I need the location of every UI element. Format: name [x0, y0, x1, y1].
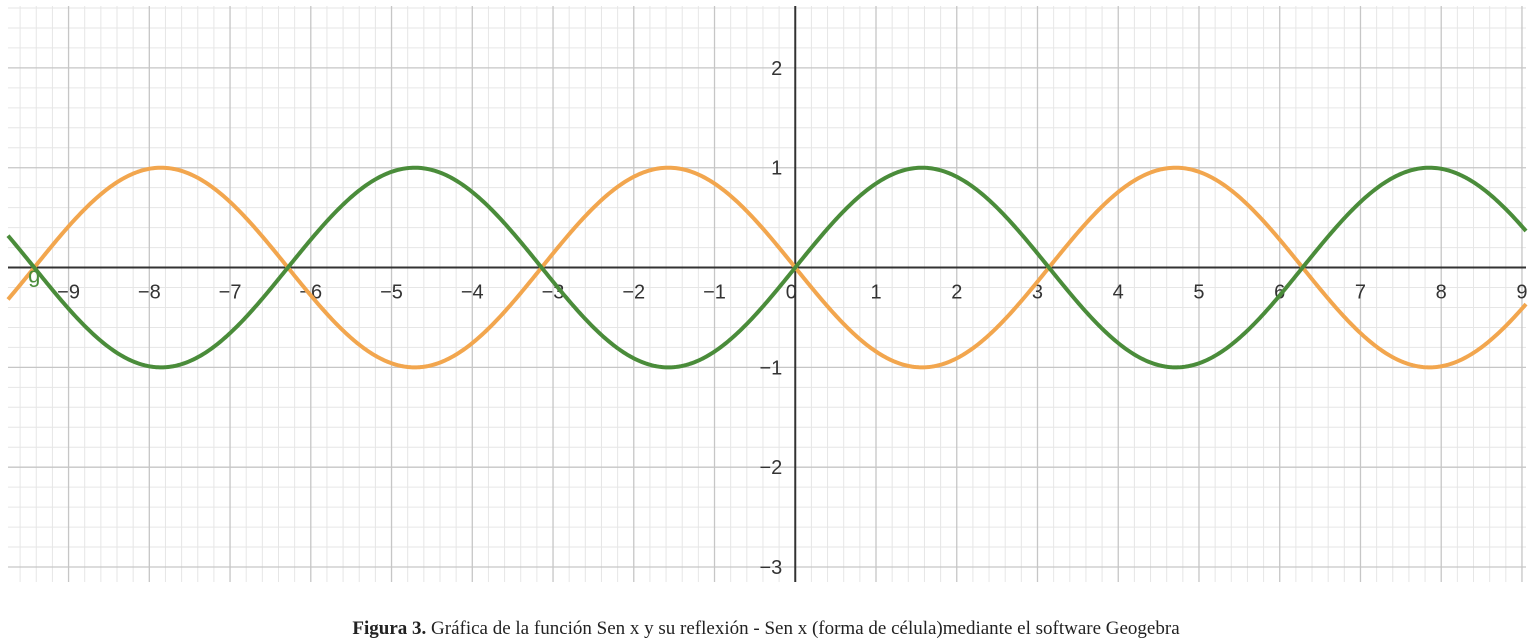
x-tick-labels: −9 −8 −7 −6 −5 −4 −3 −2 −1 0 1 2 3 4 5 6 7 8 9: [57, 282, 1527, 304]
x-tick-label: 3: [1032, 282, 1043, 304]
function-label-g: g: [28, 263, 40, 288]
y-tick-label: −1: [759, 357, 782, 379]
minor-grid: [8, 6, 1526, 582]
x-tick-label: 5: [1193, 282, 1204, 304]
x-tick-label: −4: [461, 282, 484, 304]
x-tick-label: 4: [1113, 282, 1124, 304]
x-tick-label: 7: [1355, 282, 1366, 304]
x-tick-label: −2: [622, 282, 645, 304]
y-tick-label: −3: [759, 557, 782, 579]
x-tick-label: 1: [870, 282, 881, 304]
axes: [8, 6, 1526, 582]
x-tick-label: 8: [1436, 282, 1447, 304]
sin-x-curve[interactable]: [6, 165, 1528, 370]
y-tick-label: 1: [771, 158, 782, 180]
x-tick-label: −1: [703, 282, 726, 304]
negative-sin-x-curve[interactable]: [6, 165, 1528, 370]
x-tick-label: 2: [951, 282, 962, 304]
function-labels: g: [28, 263, 40, 288]
caption-text: Gráfica de la función Sen x y su reflexi…: [426, 618, 1180, 639]
x-tick-label: −7: [219, 282, 242, 304]
caption-label: Figura 3.: [352, 618, 427, 639]
y-tick-label: 2: [771, 58, 782, 80]
x-tick-label: 0: [786, 282, 797, 304]
x-tick-label: −5: [380, 282, 403, 304]
x-tick-label: 9: [1516, 282, 1527, 304]
y-tick-label: −2: [759, 457, 782, 479]
major-grid: [8, 6, 1526, 582]
x-tick-label: −9: [57, 282, 80, 304]
figure-caption: Figura 3. Gráfica de la función Sen x y …: [0, 618, 1532, 640]
x-tick-label: −8: [138, 282, 161, 304]
function-curves: [6, 165, 1528, 370]
y-tick-labels: 2 1 −1 −2 −3: [759, 58, 782, 579]
